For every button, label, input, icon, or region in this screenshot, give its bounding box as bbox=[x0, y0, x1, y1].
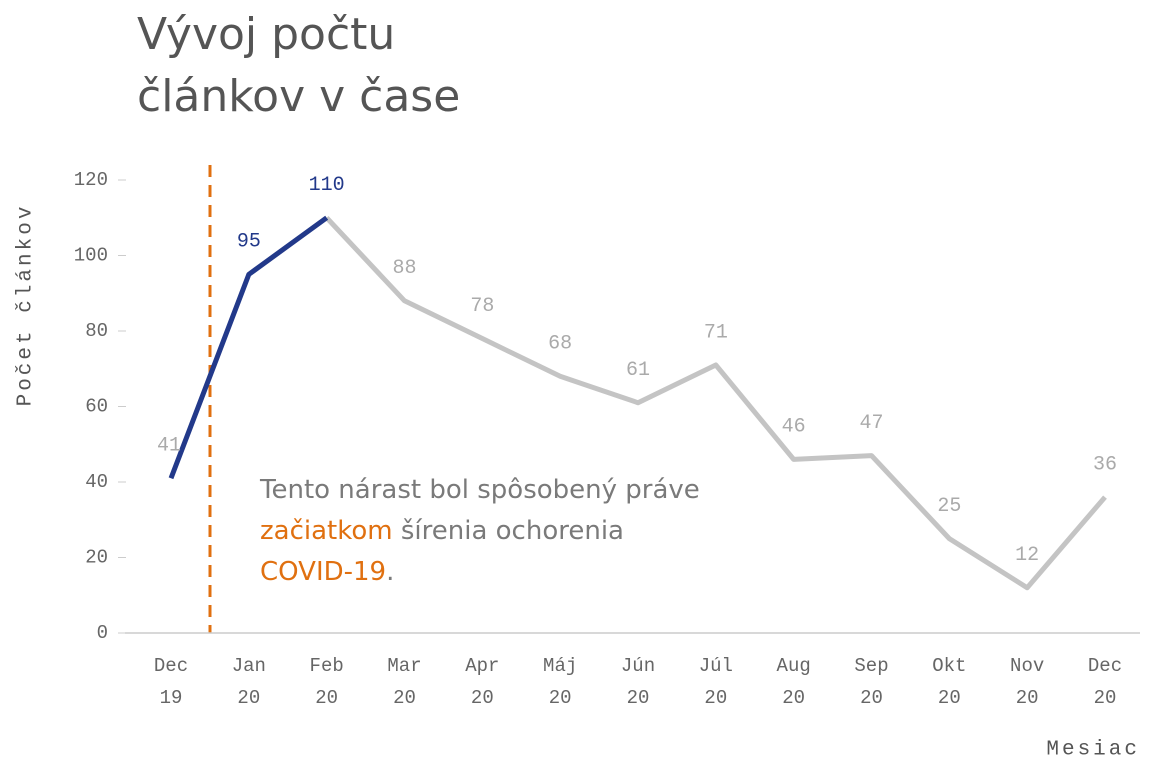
y-tick-label: 0 bbox=[97, 622, 108, 644]
x-tick-label: 20 bbox=[704, 687, 727, 709]
x-tick-label: 20 bbox=[1094, 687, 1117, 709]
x-tick-label: Dec bbox=[154, 655, 188, 677]
x-tick-label: 20 bbox=[627, 687, 650, 709]
x-tick-label: 20 bbox=[1016, 687, 1039, 709]
y-tick-label: 80 bbox=[85, 320, 108, 342]
value-label: 78 bbox=[470, 295, 494, 318]
x-tick-label: Jan bbox=[232, 655, 266, 677]
x-tick-label: Mar bbox=[387, 655, 421, 677]
highlight-line bbox=[168, 215, 329, 480]
x-tick-label: 20 bbox=[471, 687, 494, 709]
x-tick-label: Nov bbox=[1010, 655, 1044, 677]
chart-title: článkov v čase bbox=[137, 71, 460, 122]
annotation-part: COVID-19 bbox=[260, 557, 386, 587]
chart-title: Vývoj počtu bbox=[137, 9, 395, 60]
x-tick-label: Jún bbox=[621, 655, 655, 677]
y-tick-label: 100 bbox=[74, 245, 108, 267]
y-tick-label: 20 bbox=[85, 547, 108, 569]
line bbox=[324, 216, 1107, 591]
x-tick-label: 20 bbox=[549, 687, 572, 709]
value-label: 71 bbox=[704, 321, 728, 344]
value-label: 36 bbox=[1093, 453, 1117, 476]
x-tick-label: Sep bbox=[854, 655, 888, 677]
value-label: 61 bbox=[626, 359, 650, 382]
annotation-part: začiatkom bbox=[260, 516, 393, 546]
x-tick-label: 20 bbox=[938, 687, 961, 709]
x-tick-label: Feb bbox=[310, 655, 344, 677]
value-label: 12 bbox=[1015, 544, 1039, 567]
annotation-part: šírenia ochorenia bbox=[393, 516, 624, 546]
value-label: 68 bbox=[548, 333, 572, 356]
x-tick-label: Okt bbox=[932, 655, 966, 677]
x-axis-label: Mesiac bbox=[1046, 739, 1140, 760]
annotation: začiatkom šírenia ochorenia bbox=[260, 516, 624, 546]
y-tick-label: 60 bbox=[85, 396, 108, 418]
value-label: 95 bbox=[237, 231, 261, 254]
value-label: 88 bbox=[392, 257, 416, 280]
x-tick-label: 20 bbox=[782, 687, 805, 709]
value-label: 47 bbox=[859, 412, 883, 435]
y-axis-label: Počet článkov bbox=[15, 204, 38, 407]
x-tick-label: 20 bbox=[393, 687, 416, 709]
y-tick-label: 40 bbox=[85, 471, 108, 493]
value-label: 25 bbox=[937, 495, 961, 518]
x-tick-label: 20 bbox=[237, 687, 260, 709]
annotation-part: Tento nárast bol spôsobený práve bbox=[259, 475, 700, 505]
x-tick-label: Aug bbox=[777, 655, 811, 677]
value-label: 110 bbox=[309, 174, 345, 197]
x-tick-label: 19 bbox=[160, 687, 183, 709]
x-tick-label: 20 bbox=[860, 687, 883, 709]
x-tick-label: Dec bbox=[1088, 655, 1122, 677]
x-tick-label: Apr bbox=[465, 655, 499, 677]
annotation-part: . bbox=[386, 557, 394, 587]
annotation: Tento nárast bol spôsobený práve bbox=[259, 475, 700, 505]
y-tick-label: 120 bbox=[74, 169, 108, 191]
value-label: 46 bbox=[782, 416, 806, 439]
value-label: 41 bbox=[157, 435, 181, 458]
x-tick-label: Máj bbox=[543, 655, 577, 677]
x-tick-label: Júl bbox=[699, 655, 733, 677]
annotation: COVID-19. bbox=[260, 557, 394, 587]
x-tick-label: 20 bbox=[315, 687, 338, 709]
